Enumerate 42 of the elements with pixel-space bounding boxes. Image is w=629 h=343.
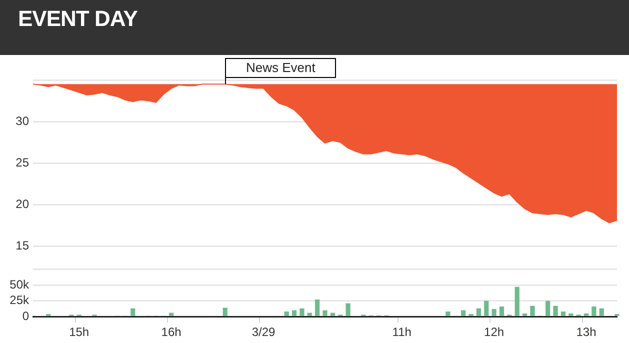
bar (169, 312, 174, 316)
y-tick-label: 20 (16, 196, 30, 211)
x-tick-label: 13h (576, 325, 596, 340)
x-tick-label: 11h (392, 325, 412, 340)
y-tick-label: 25 (16, 155, 30, 170)
bar (130, 308, 136, 316)
bar (484, 300, 489, 316)
chart-title: EVENT DAY (18, 6, 138, 32)
y-tick-label: 50k (10, 277, 30, 292)
bar (599, 308, 604, 316)
bar (492, 309, 496, 316)
bar (584, 313, 589, 316)
bar (530, 306, 535, 316)
bar (446, 312, 450, 316)
y-tick-label: 30 (16, 114, 30, 128)
bar (300, 308, 304, 316)
bar (322, 310, 328, 316)
bar (292, 310, 297, 316)
y-tick-label: 0 (22, 308, 30, 323)
bar (592, 306, 596, 316)
x-tick-label: 15h (69, 325, 90, 340)
bar (222, 308, 228, 316)
text: News Event (225, 58, 336, 78)
bar (346, 303, 350, 316)
x-tick-label: 16h (161, 325, 182, 340)
x-tick-label: 3/29 (252, 325, 276, 340)
bar (522, 313, 528, 316)
bar (568, 313, 574, 316)
bar (476, 308, 481, 316)
bar (284, 312, 289, 316)
bar (560, 312, 566, 316)
bar (546, 300, 550, 316)
y-tick-label: 25k (10, 293, 30, 308)
bar (499, 306, 504, 316)
bar (514, 286, 520, 316)
bar (330, 312, 335, 316)
bar (315, 300, 320, 316)
bar (553, 306, 558, 316)
bar (461, 310, 466, 316)
x-tick-label: 12h (484, 325, 504, 340)
bar (307, 312, 312, 316)
y-tick-label: 15 (16, 238, 30, 252)
